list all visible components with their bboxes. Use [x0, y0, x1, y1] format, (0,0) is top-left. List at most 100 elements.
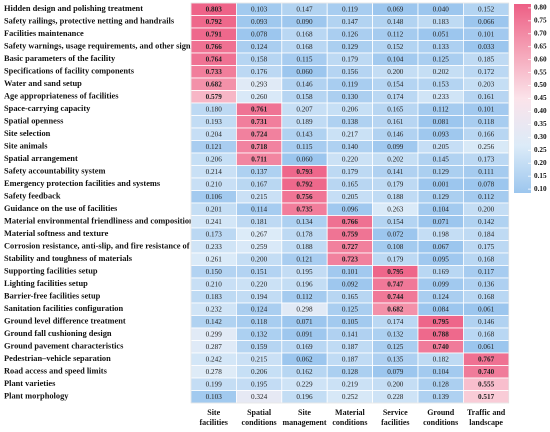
cell-value: 0.081 — [433, 118, 450, 126]
cell-value: 0.220 — [342, 155, 359, 163]
cell-value: 0.165 — [387, 105, 404, 113]
cell-value: 0.298 — [296, 305, 313, 313]
cell-value: 0.168 — [478, 293, 495, 301]
column-label: management — [283, 418, 327, 427]
cell-value: 0.205 — [342, 193, 359, 201]
cell-value: 0.682 — [206, 80, 223, 88]
cell-value: 0.151 — [251, 268, 268, 276]
cell-value: 0.194 — [251, 293, 268, 301]
cell-value: 0.767 — [478, 355, 495, 363]
column-label: Service — [383, 408, 408, 417]
cell-value: 0.172 — [478, 68, 495, 76]
row-label: Space-carrying capacity — [4, 104, 91, 113]
row-label: Ground fall cushioning design — [4, 329, 112, 338]
row-label: Emergency protection facilities and syst… — [4, 179, 161, 188]
cell-value: 0.152 — [387, 43, 404, 51]
column-label: facilities — [381, 418, 409, 427]
cell-value: 0.166 — [478, 130, 495, 138]
cell-value: 0.791 — [206, 30, 223, 38]
cell-value: 0.793 — [296, 168, 313, 176]
cell-value: 0.259 — [251, 243, 268, 251]
cell-value: 0.112 — [297, 293, 313, 301]
row-label: Specifications of facility components — [4, 67, 135, 76]
cell-value: 0.287 — [206, 343, 223, 351]
row-label: Supporting facilities setup — [4, 267, 98, 276]
cell-value: 0.140 — [342, 143, 359, 151]
cell-value: 0.141 — [387, 168, 404, 176]
colorbar-label: 0.50 — [534, 81, 547, 89]
cell-value: 0.179 — [387, 180, 404, 188]
cell-value: 0.228 — [387, 393, 404, 401]
cell-value: 0.148 — [387, 18, 404, 26]
row-label: Plant varieties — [4, 379, 56, 388]
cell-value: 0.180 — [206, 105, 223, 113]
cell-value: 0.117 — [478, 268, 494, 276]
cell-value: 0.188 — [387, 193, 404, 201]
cell-value: 0.260 — [251, 93, 268, 101]
cell-value: 0.727 — [342, 243, 359, 251]
colorbar-label: 0.35 — [534, 120, 547, 128]
cell-value: 0.803 — [206, 5, 223, 13]
cell-value: 0.202 — [433, 68, 450, 76]
cell-value: 0.033 — [478, 43, 495, 51]
cell-value: 0.095 — [433, 255, 450, 263]
cell-value: 0.125 — [387, 343, 404, 351]
cell-value: 0.143 — [296, 130, 313, 138]
column-label: landscape — [469, 418, 503, 427]
cell-value: 0.200 — [387, 380, 404, 388]
cell-value: 0.084 — [433, 305, 450, 313]
colorbar-label: 0.20 — [534, 159, 547, 167]
cell-value: 0.139 — [433, 393, 450, 401]
cell-value: 0.183 — [433, 18, 450, 26]
cell-value: 0.759 — [342, 230, 359, 238]
cell-value: 0.188 — [296, 243, 313, 251]
colorbar-label: 0.75 — [534, 16, 547, 24]
row-label: Safety railings, protective netting and … — [4, 17, 175, 26]
colorbar-label: 0.25 — [534, 146, 547, 154]
cell-value: 0.206 — [342, 105, 359, 113]
cell-value: 0.121 — [296, 255, 313, 263]
cell-value: 0.040 — [433, 5, 450, 13]
cell-value: 0.165 — [342, 293, 359, 301]
cell-value: 0.206 — [206, 155, 223, 163]
cell-value: 0.146 — [296, 80, 313, 88]
cell-value: 0.744 — [387, 293, 404, 301]
row-label: Pedestrian–vehicle separation — [4, 354, 111, 363]
row-label: Sanitation facilities configuration — [4, 304, 123, 313]
cell-value: 0.093 — [251, 18, 268, 26]
row-label: Safety accountability system — [4, 167, 105, 176]
cell-value: 0.161 — [478, 93, 495, 101]
cell-value: 0.099 — [387, 143, 404, 151]
cell-value: 0.189 — [296, 118, 313, 126]
cell-value: 0.202 — [387, 155, 404, 163]
cell-value: 0.204 — [206, 130, 223, 138]
row-label: Corrosion resistance, anti-slip, and fir… — [4, 242, 226, 251]
cell-value: 0.099 — [433, 280, 450, 288]
cell-value: 0.071 — [296, 318, 313, 326]
colorbar-label: 0.45 — [534, 94, 547, 102]
cell-value: 0.711 — [251, 155, 267, 163]
cell-value: 0.105 — [342, 318, 359, 326]
cell-value: 0.795 — [387, 268, 404, 276]
cell-value: 0.124 — [251, 43, 268, 51]
cell-value: 0.132 — [387, 330, 404, 338]
cell-value: 0.051 — [433, 30, 450, 38]
column-label: conditions — [242, 418, 277, 427]
cell-value: 0.195 — [251, 380, 268, 388]
cell-value: 0.078 — [478, 180, 495, 188]
cell-value: 0.184 — [478, 230, 495, 238]
cell-value: 0.115 — [297, 55, 313, 63]
row-label: Material softness and texture — [4, 229, 109, 238]
cell-value: 0.256 — [478, 143, 495, 151]
cell-value: 0.119 — [342, 5, 358, 13]
row-label: Basic parameters of the facility — [4, 54, 116, 63]
cell-value: 0.168 — [478, 255, 495, 263]
cell-value: 0.135 — [387, 355, 404, 363]
cell-value: 0.104 — [433, 368, 450, 376]
cell-value: 0.103 — [206, 393, 223, 401]
row-label: Water and sand setup — [4, 79, 82, 88]
cell-value: 0.324 — [251, 393, 268, 401]
cell-value: 0.154 — [387, 218, 404, 226]
cell-value: 0.229 — [296, 380, 313, 388]
cell-value: 0.579 — [206, 93, 223, 101]
